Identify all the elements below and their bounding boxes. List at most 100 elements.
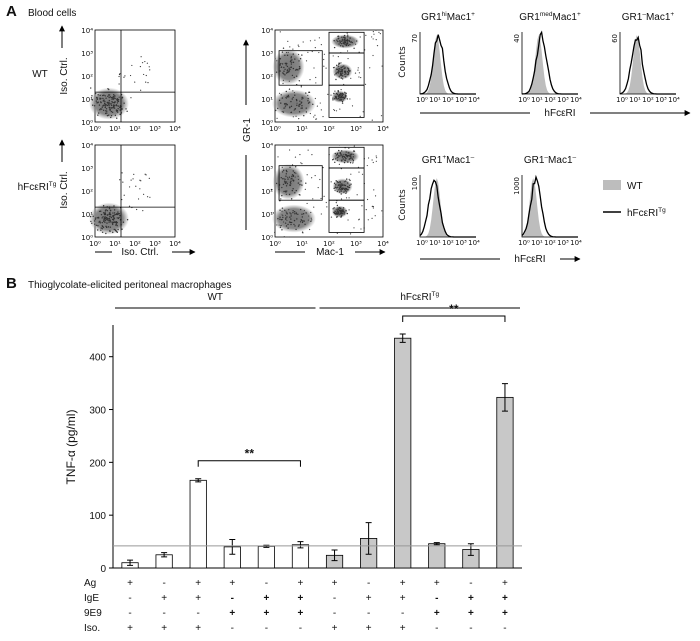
cell-dot	[347, 57, 349, 60]
cell-dot	[274, 231, 276, 234]
cell-dot	[341, 78, 344, 80]
cell-dot	[103, 99, 105, 101]
cell-dot	[341, 94, 343, 96]
cell-dot	[306, 174, 308, 176]
cell-dot	[294, 58, 296, 60]
cell-dot	[349, 157, 351, 160]
cell-dot	[320, 213, 322, 215]
cell-dot	[135, 185, 137, 187]
cell-dot	[348, 186, 351, 189]
cell-dot	[284, 178, 286, 181]
cell-dot	[115, 224, 117, 226]
cell-dot	[107, 226, 110, 228]
cell-dot	[290, 56, 293, 58]
cell-dot	[140, 180, 142, 182]
cell-dot	[342, 93, 344, 95]
cell-dot	[314, 114, 316, 116]
cell-dot	[345, 151, 347, 153]
cell-dot	[290, 223, 292, 226]
cell-dot	[102, 205, 105, 207]
cell-dot	[374, 195, 377, 197]
cell-dot	[287, 223, 289, 226]
cell-dot	[112, 219, 115, 221]
superscript: Tg	[432, 291, 440, 298]
cell-dot	[344, 37, 346, 39]
cell-dot	[290, 105, 293, 108]
cell-dot	[282, 47, 285, 49]
cell-dot	[337, 181, 339, 184]
cell-dot	[285, 185, 288, 187]
error-bar	[195, 478, 202, 483]
cell-dot	[373, 33, 375, 35]
x-tick-label: 10³	[557, 96, 569, 104]
cell-dot	[287, 40, 289, 42]
condition-value: +	[298, 593, 304, 604]
row-label: WT	[32, 69, 48, 80]
condition-value: +	[195, 593, 201, 604]
cell-dot	[291, 74, 294, 77]
cell-dot	[327, 93, 329, 95]
cell-dot	[292, 180, 295, 182]
cell-dot	[126, 110, 128, 112]
y-tick-label: 10¹	[261, 96, 273, 104]
cell-dot	[94, 218, 97, 220]
error-bar	[297, 541, 304, 549]
row-label: hFcεRITg	[18, 181, 57, 193]
cell-dot	[361, 205, 363, 207]
cell-dot	[293, 109, 295, 111]
cell-dot	[297, 175, 299, 177]
cell-dot	[343, 43, 346, 45]
cell-dot	[313, 67, 315, 69]
y-tick-label: 10⁴	[261, 142, 273, 150]
cell-dot	[284, 222, 287, 224]
cell-dot	[290, 198, 293, 200]
cell-dot	[342, 42, 344, 44]
cell-dot	[375, 39, 377, 41]
cell-dot	[314, 97, 316, 100]
cell-cluster	[271, 89, 316, 118]
cell-dot	[289, 181, 292, 184]
cell-dot	[111, 101, 113, 103]
significance-bracket	[197, 460, 301, 467]
cell-dot	[335, 209, 338, 211]
text-part: hFcεRI	[400, 292, 431, 303]
cell-dot	[282, 79, 284, 81]
cell-dot	[294, 225, 296, 227]
cell-dot	[333, 207, 335, 209]
cell-dot	[347, 161, 349, 163]
cell-dot	[339, 73, 342, 75]
cell-dot	[330, 216, 333, 218]
x-tick-label: 10⁰	[416, 96, 428, 104]
cell-dot	[342, 209, 344, 211]
cell-dot	[301, 54, 303, 56]
cell-dot	[284, 105, 287, 107]
text-part: hFcεRI	[627, 208, 658, 219]
cell-dot	[300, 219, 302, 221]
cell-dot	[371, 217, 373, 219]
cell-dot	[294, 176, 296, 178]
cell-dot	[281, 207, 284, 209]
cell-dot	[104, 102, 106, 105]
cell-dot	[336, 181, 338, 183]
cell-dot	[338, 163, 340, 165]
cell-dot	[342, 187, 345, 190]
cell-dot	[340, 66, 342, 69]
histogram-frame	[619, 32, 676, 95]
cell-dot	[112, 95, 115, 98]
cell-dot	[278, 224, 280, 226]
cell-dot	[335, 78, 337, 81]
cell-dot	[350, 173, 352, 175]
cell-dot	[351, 158, 354, 160]
cell-dot	[118, 83, 120, 85]
cell-dot	[349, 179, 351, 182]
significance-bracket	[402, 315, 506, 322]
cell-dot	[148, 66, 150, 68]
cell-dot	[345, 210, 347, 212]
y-tick-label: 10⁰	[81, 234, 93, 242]
cell-dot	[295, 115, 297, 117]
cell-dot	[350, 154, 352, 157]
cell-dot	[89, 215, 92, 218]
cell-dot	[342, 158, 344, 160]
cell-dot	[339, 45, 342, 47]
cell-dot	[286, 212, 288, 214]
